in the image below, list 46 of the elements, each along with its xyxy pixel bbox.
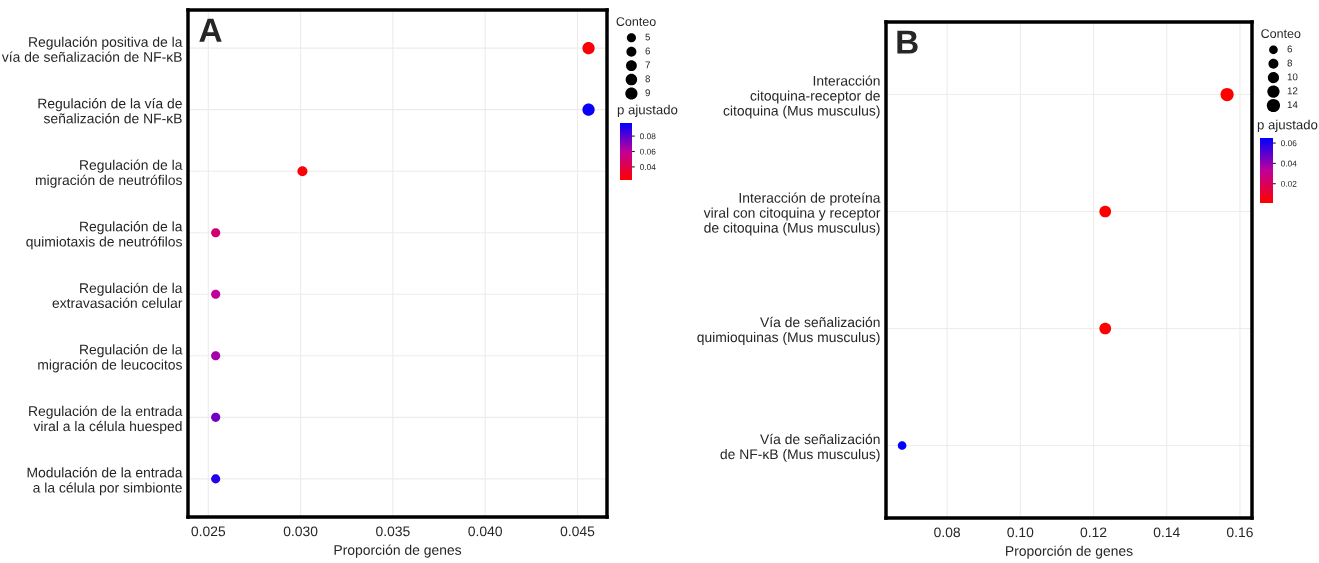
legend-label: 7 (645, 61, 650, 69)
legend-label: 14 (1287, 101, 1298, 109)
x-tick-label: 0.045 (560, 526, 595, 537)
color-bar-title: p ajustado (617, 104, 678, 117)
legend-label: 5 (645, 33, 651, 41)
y-tick-label: Vía de señalización quimioquinas (Mus musculus) (697, 316, 880, 345)
legend-label: 8 (645, 75, 650, 83)
legend-label: 10 (1287, 73, 1298, 81)
x-tick-label: 0.040 (468, 526, 503, 537)
color-bar-label: 0.06 (639, 148, 656, 155)
color-bar-title: p ajustado (1257, 119, 1318, 132)
legend-title: Conteo (1261, 29, 1301, 38)
y-tick-label: Regulación de la vía de señalización de NF-κB (38, 98, 182, 124)
x-tick-label: 0.12 (1080, 527, 1107, 538)
legend-title: Conteo (616, 17, 656, 26)
legend-label: 12 (1287, 87, 1298, 95)
color-bar-label: 0.04 (1280, 160, 1297, 167)
x-tick-label: 0.08 (934, 527, 961, 538)
y-tick-label: Modulación de la entrada a la célula por simbionte (27, 467, 183, 496)
annotation: B (897, 30, 918, 54)
y-tick-label: Vía de señalización de NF-κB (Mus musculus) (720, 433, 880, 462)
legend-label: 6 (645, 47, 650, 55)
x-tick-label: 0.10 (1007, 527, 1034, 538)
y-tick-label: Regulación de la extravasación celular (52, 282, 183, 308)
y-tick-label: Regulación de la migración de neutrófilos (35, 159, 183, 188)
y-tick-label: Regulación de la quimiotaxis de neutrófilos (26, 221, 183, 250)
legend-label: 8 (1287, 59, 1293, 67)
x-tick-label: 0.035 (376, 526, 410, 537)
color-bar-label: 0.08 (639, 133, 656, 140)
color-bar-label: 0.02 (1280, 180, 1297, 187)
annotation: A (199, 18, 222, 42)
y-tick-label: Interacción de proteína viral con citoquina y receptor de citoquina (Mus musculus) (703, 192, 881, 236)
x-axis-title: Proporción de genes (1006, 545, 1133, 559)
x-tick-label: 0.025 (191, 526, 226, 537)
y-tick-label: Regulación de la entrada viral a la célula huesped (29, 405, 183, 434)
y-tick-label: Regulación de la migración de leucocitos (38, 344, 183, 373)
x-tick-label: 0.16 (1226, 527, 1253, 538)
legend-label: 6 (1287, 45, 1293, 53)
x-tick-label: 0.030 (283, 526, 318, 537)
x-axis-title: Proporción de genes (334, 544, 462, 558)
x-tick-label: 0.14 (1153, 527, 1180, 538)
color-bar-label: 0.04 (639, 164, 656, 171)
legend-label: 9 (645, 89, 650, 97)
color-bar-label: 0.06 (1280, 140, 1297, 147)
y-tick-label: Interacción citoquina-receptor de citoquina (Mus musculus) (723, 75, 880, 119)
y-tick-label: Regulación positiva de la vía de señalización de NF-κB (1, 36, 183, 62)
